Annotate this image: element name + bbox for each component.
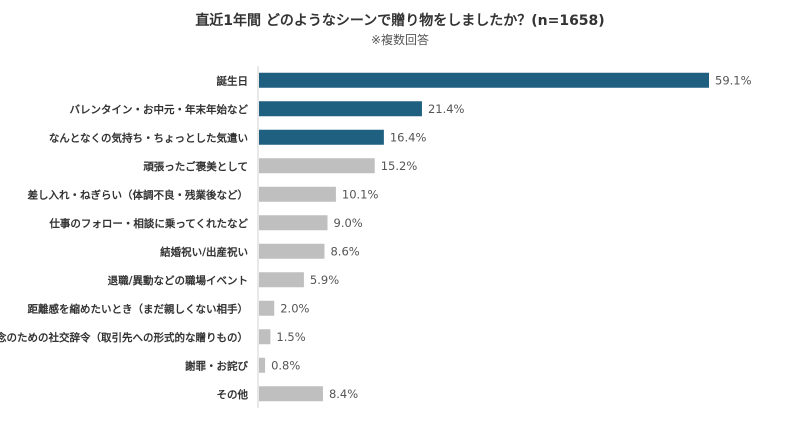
bar-10 xyxy=(259,357,266,373)
chart-title: 直近1年間 どのようなシーンで贈り物をしましたか？(n=1658) xyxy=(195,13,605,29)
bar-8 xyxy=(259,300,275,316)
category-label-2: なんとなくの気持ち・ちょっとした気遣い xyxy=(49,131,248,144)
value-label-10: 0.8% xyxy=(271,358,300,372)
value-label-0: 59.1% xyxy=(715,73,752,87)
bar-7 xyxy=(259,272,304,288)
value-label-2: 16.4% xyxy=(390,130,427,144)
category-label-11: その他 xyxy=(217,388,249,401)
bar-9 xyxy=(259,329,271,345)
bar-5 xyxy=(259,215,328,231)
category-label-9: 念のための社交辞令（取引先への形式的な贈りもの） xyxy=(0,331,248,344)
bar-2 xyxy=(259,129,384,145)
category-label-8: 距離感を縮めたいとき（まだ親しくない相手） xyxy=(28,302,249,315)
value-label-8: 2.0% xyxy=(280,301,309,315)
value-label-6: 8.6% xyxy=(330,244,359,258)
category-label-1: バレンタイン・お中元・年末年始など xyxy=(70,103,249,116)
chart-subtitle: ※複数回答 xyxy=(370,33,430,47)
category-label-0: 誕生日 xyxy=(217,74,249,87)
value-label-1: 21.4% xyxy=(428,102,465,116)
value-label-9: 1.5% xyxy=(276,330,305,344)
value-label-4: 10.1% xyxy=(342,187,379,201)
bar-11 xyxy=(259,386,323,402)
value-label-5: 9.0% xyxy=(334,216,363,230)
bar-6 xyxy=(259,243,325,259)
category-label-5: 仕事のフォロー・相談に乗ってくれたなど xyxy=(48,217,248,230)
category-label-3: 頑張ったご褒美として xyxy=(142,160,248,173)
bar-4 xyxy=(259,186,336,202)
category-label-7: 退職/異動などの職場イベント xyxy=(108,274,248,287)
bar-0 xyxy=(259,72,709,88)
value-label-11: 8.4% xyxy=(329,387,358,401)
bar-3 xyxy=(259,158,375,174)
value-label-3: 15.2% xyxy=(381,159,418,173)
category-label-6: 結婚祝い/出産祝い xyxy=(160,245,248,258)
category-label-4: 差し入れ・ねぎらい（体調不良・残業後など） xyxy=(28,188,249,201)
category-label-10: 謝罪・お詫び xyxy=(185,359,248,372)
bar-1 xyxy=(259,101,422,117)
value-label-7: 5.9% xyxy=(310,273,339,287)
